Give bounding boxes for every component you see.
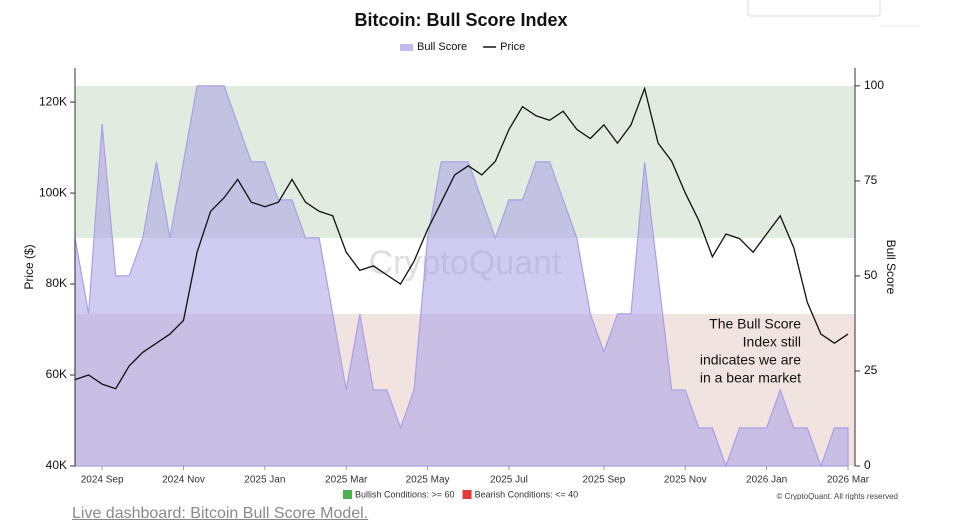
bull-score-area [74, 85, 849, 468]
y2-tick-label: 0 [864, 458, 871, 472]
zone-swatch [343, 490, 352, 499]
x-tick-label: 2026 Mar [827, 475, 870, 486]
x-tick-label: 2025 Sep [582, 475, 625, 486]
y2-axis-label: Bull Score [884, 240, 898, 295]
annotation: The Bull Score [709, 316, 801, 332]
y2-tick-label: 100 [864, 78, 884, 92]
y-tick-label: 100K [39, 185, 67, 199]
chart: Bitcoin: Bull Score Index Price ($) Bull… [22, 0, 920, 501]
y-tick-label: 80K [46, 276, 67, 290]
zone-swatch [462, 490, 472, 499]
y-tick-label: 60K [46, 367, 67, 381]
legend-swatch [400, 44, 413, 51]
legend-label: Price [500, 41, 525, 53]
y-tick-label: 40K [46, 458, 67, 472]
y2-tick-label: 75 [864, 173, 878, 187]
cropped-widget [747, 0, 881, 17]
copyright: © CryptoQuant. All rights reserved [777, 492, 899, 500]
annotation: in a bear market [700, 370, 801, 386]
chart-title: Bitcoin: Bull Score Index [354, 10, 567, 30]
price-line [74, 86, 849, 390]
x-tick-label: 2025 Jul [490, 475, 528, 486]
x-tick-label: 2026 Jan [746, 475, 787, 486]
y2-tick-label: 50 [864, 268, 878, 282]
x-tick-label: 2024 Nov [162, 475, 205, 486]
y-tick-label: 120K [39, 94, 67, 108]
dashboard-link[interactable]: Live dashboard: Bitcoin Bull Score Model… [72, 505, 369, 522]
x-tick-label: 2024 Sep [81, 475, 124, 486]
annotation: Index still [743, 334, 801, 350]
legend-label: Bull Score [417, 41, 467, 53]
x-tick-label: 2025 May [406, 475, 450, 486]
zone-label: Bearish Conditions: <= 40 [475, 489, 579, 499]
x-tick-label: 2025 Nov [664, 475, 707, 486]
x-tick-label: 2025 Jan [244, 475, 285, 486]
annotation: indicates we are [700, 352, 801, 368]
y-axis-label: Price ($) [22, 244, 36, 289]
zone-label: Bullish Conditions: >= 60 [355, 489, 455, 499]
x-tick-label: 2025 Mar [325, 475, 368, 486]
y2-tick-label: 25 [864, 363, 878, 377]
